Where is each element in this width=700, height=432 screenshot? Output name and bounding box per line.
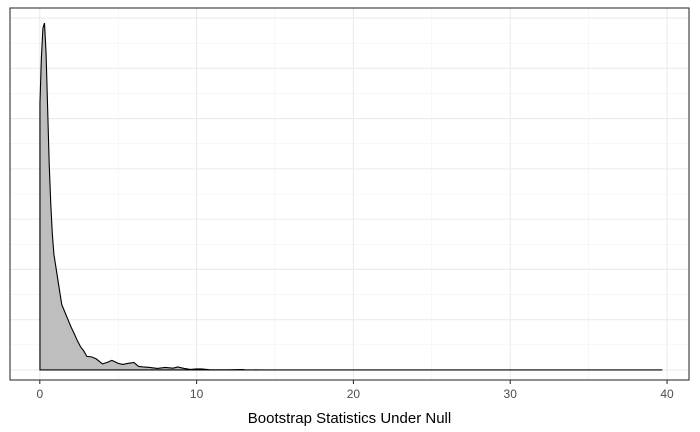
x-axis-ticks [39,380,668,384]
panel-border [9,7,690,381]
density-line [39,22,663,371]
x-axis-tick-labels: 0 10 20 30 40 [36,387,674,401]
x-tick-label: 10 [190,387,204,401]
x-axis-title: Bootstrap Statistics Under Null [248,410,451,427]
x-tick-label: 0 [36,387,43,401]
x-tick-label: 20 [347,387,361,401]
major-gridlines [10,8,689,380]
minor-gridlines [10,8,689,380]
x-tick-label: 40 [660,387,674,401]
x-tick-label: 30 [504,387,518,401]
